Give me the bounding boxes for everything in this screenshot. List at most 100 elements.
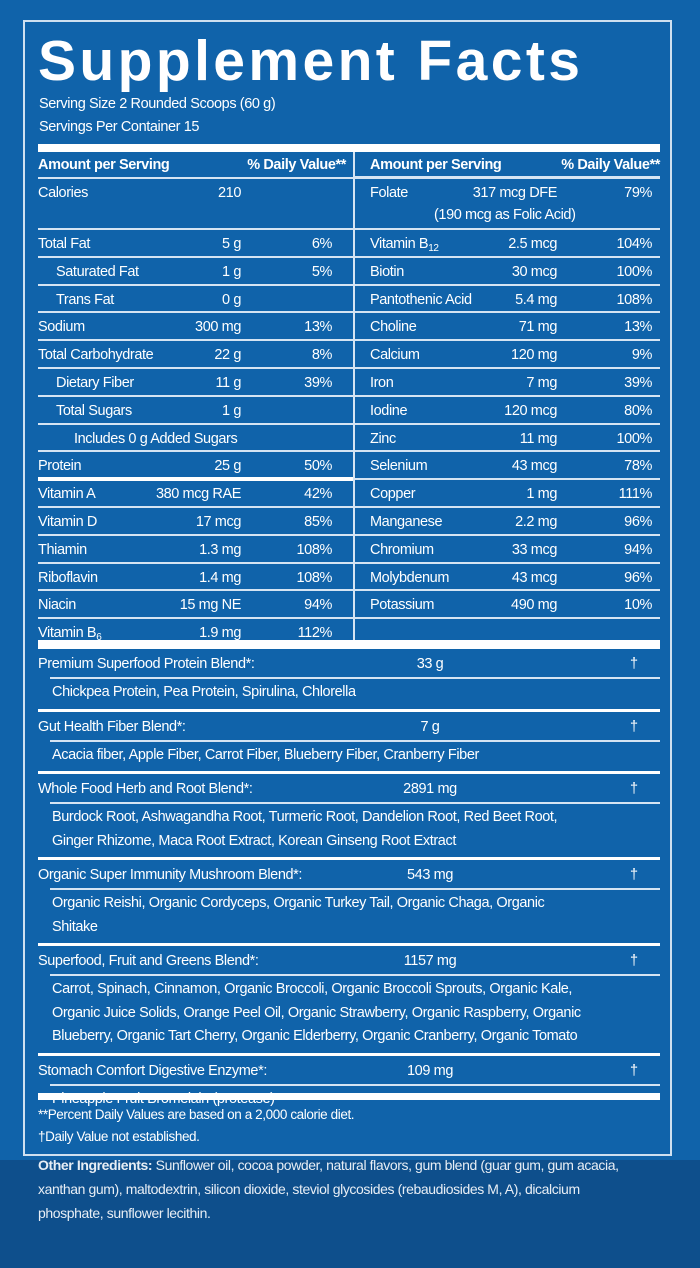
header-amount-left: Amount per Serving [38,157,170,173]
row-divider [355,255,660,258]
nutrient-name: Folate [370,185,408,201]
blend-daily-value: † [630,718,638,735]
nutrient-amount: 11 mg [519,430,558,447]
header-line-right [355,176,660,179]
blend-ingredients: Burdock Root, Ashwagandha Root, Turmeric… [52,809,558,825]
nutrient-amount: 1 mg [526,486,557,503]
blend-ingredients: Organic Juice Solids, Orange Peel Oil, O… [52,1004,581,1021]
nutrient-daily-value: 100% [616,263,653,280]
blend-ingredients: Ginger Rhizome, Maca Root Extract, Korea… [52,832,456,849]
nutrient-name: Total Sugars [56,402,132,419]
blend-daily-value: † [630,656,638,672]
row-divider [355,450,660,453]
nutrient-amount: 317 mcg DFE [472,185,558,201]
nutrient-name: Includes 0 g Added Sugars [74,430,238,447]
nutrient-daily-value: 108% [616,291,653,308]
nutrient-note: (190 mcg as Folic Acid) [434,207,576,223]
nutrient-name: Pantothenic Acid [370,291,472,308]
protein-divider [38,477,353,482]
nutrient-name: Copper [370,486,416,503]
subscript: 12 [428,243,439,254]
row-divider [355,561,660,564]
nutrient-amount: 25 g [214,458,241,475]
nutrient-name: Vitamin B6 [38,625,102,644]
nutrient-name: Manganese [370,514,443,530]
blend-amount: 109 mg [407,1062,453,1079]
servings-per-container: Servings Per Container 15 [39,119,200,135]
blend-daily-value: † [630,1062,638,1079]
footnote-dagger: †Daily Value not established. [38,1129,200,1144]
nutrient-daily-value: 6% [311,236,333,252]
row-divider [38,561,353,564]
blend-daily-value: † [630,867,638,883]
nutrient-amount: 120 mcg [504,402,557,419]
nutrient-amount: 1.3 mg [199,541,241,558]
nutrient-name: Molybdenum [370,569,450,586]
nutrient-daily-value: 96% [624,514,652,530]
header-dv-left: % Daily Value** [247,157,346,173]
nutrient-daily-value: 42% [304,486,332,503]
subscript: 6 [96,632,102,644]
nutrient-amount: 33 mcg [511,541,558,558]
blend-divider [50,739,660,742]
blend-separator [38,708,660,712]
nutrient-name: Niacin [38,597,76,614]
nutrient-amount: 120 mg [511,347,557,364]
nutrient-name: Chromium [370,541,434,558]
blend-divider [50,802,660,804]
nutrient-name: Thiamin [38,541,87,558]
column-divider [353,152,355,640]
nutrient-amount: 22 g [214,347,241,364]
blend-amount: 2891 mg [403,781,457,797]
nutrient-amount: 0 g [222,291,241,308]
nutrient-amount: 490 mg [511,597,557,614]
nutrient-name: Calcium [370,347,420,364]
nutrient-amount: 2.2 mg [515,514,557,530]
blend-daily-value: † [630,953,638,969]
nutrient-daily-value: 78% [624,458,652,475]
row-divider [355,228,660,230]
nutrient-amount: 1.9 mg [199,625,241,642]
nutrient-amount: 5 g [222,236,241,252]
row-divider [38,339,353,342]
nutrient-amount: 7 mg [526,375,557,391]
nutrient-name: Protein [38,458,82,475]
row-divider [355,533,660,536]
other-ingredients: Other Ingredients: Sunflower oil, cocoa … [38,1153,638,1225]
nutrient-amount: 15 mg NE [179,597,242,614]
nutrient-amount: 71 mg [518,319,558,336]
nutrient-amount: 43 mcg [511,458,558,475]
header-line-left [38,177,353,179]
other-ingredients-text: Sunflower oil, cocoa powder, natural fla… [38,1157,619,1221]
nutrient-daily-value: 50% [304,458,332,475]
blend-separator [38,943,660,946]
nutrient-daily-value: 79% [624,185,652,201]
nutrient-daily-value: 96% [624,569,652,586]
thick-divider [38,1093,660,1100]
nutrient-name: Total Carbohydrate [38,347,154,364]
nutrient-name: Calories [38,185,88,201]
row-divider [38,367,353,369]
nutrient-daily-value: 9% [631,347,653,364]
nutrient-amount: 1.4 mg [199,569,241,586]
nutrient-daily-value: 13% [624,319,652,336]
nutrient-name: Biotin [370,263,404,280]
blend-name: Whole Food Herb and Root Blend*: [38,781,253,797]
blend-divider [50,974,660,976]
row-divider [38,506,353,508]
nutrient-amount: 1 g [222,263,241,280]
blend-separator [38,771,660,774]
nutrient-amount: 2.5 mcg [508,236,557,252]
row-divider [355,617,660,620]
row-divider [355,311,660,314]
nutrient-name: Dietary Fiber [56,375,134,391]
row-divider [38,311,353,314]
blend-amount: 33 g [416,656,444,672]
nutrient-daily-value: 112% [297,625,333,642]
row-divider [38,422,353,425]
nutrient-name: Sodium [38,319,85,336]
row-divider [355,283,660,286]
row-divider [38,589,353,592]
blend-name: Superfood, Fruit and Greens Blend*: [38,953,259,969]
nutrient-name: Riboflavin [38,569,98,586]
